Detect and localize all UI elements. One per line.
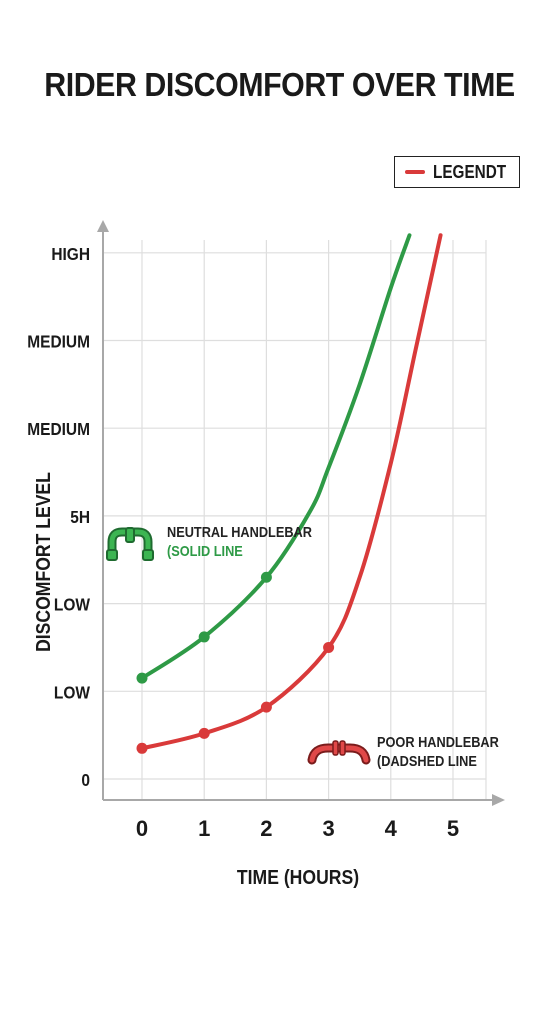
poor-annotation: POOR HANDLEBAR (DADSHED LINE: [377, 734, 499, 772]
x-tick-label: 5: [447, 816, 459, 841]
y-tick-label: LOW: [54, 595, 90, 615]
poor-data-point: [260, 701, 272, 713]
x-tick-label: 2: [260, 816, 272, 841]
x-tick-label: 1: [198, 816, 210, 841]
neutral-data-point: [198, 631, 210, 643]
legend-label: LEGENDT: [432, 161, 507, 182]
poor-data-point: [198, 727, 210, 739]
neutral-series-line: [140, 233, 412, 681]
y-tick-label: LOW: [54, 682, 90, 702]
y-tick-label: 0: [81, 770, 90, 790]
legend: LEGENDT: [394, 156, 520, 188]
neutral-handlebar-icon: [106, 527, 154, 561]
y-axis-label: DISCOMFORT LEVEL: [32, 472, 54, 652]
neutral-annotation: NEUTRAL HANDLEBAR (SOLID LINE: [167, 524, 312, 562]
poor-annotation-line1: POOR HANDLEBAR: [377, 734, 499, 751]
y-axis-arrow: [97, 220, 109, 232]
chart-title: RIDER DISCOMFORT OVER TIME: [44, 66, 515, 103]
x-tick-label: 0: [136, 816, 148, 841]
x-tick-label: 3: [322, 816, 334, 841]
neutral-data-point: [136, 672, 148, 684]
y-tick-label: MEDIUM: [27, 331, 90, 351]
neutral-annotation-line1: NEUTRAL HANDLEBAR: [167, 524, 312, 541]
x-tick-label: 4: [385, 816, 398, 841]
y-tick-label: MEDIUM: [27, 419, 90, 439]
x-axis-arrow: [492, 794, 505, 806]
poor-series-line: [140, 233, 443, 751]
poor-handlebar-icon: [307, 740, 371, 765]
x-axis-label: TIME (HOURS): [237, 866, 359, 888]
poor-annotation-line2: (DADSHED LINE: [377, 752, 477, 770]
y-tick-label: HIGH: [51, 244, 90, 264]
poor-data-point: [136, 742, 148, 754]
neutral-annotation-line2: (SOLID LINE: [167, 542, 243, 560]
neutral-data-point: [260, 571, 272, 583]
poor-data-point: [323, 641, 335, 653]
legend-swatch: [405, 170, 425, 174]
y-tick-label: 5H: [70, 507, 90, 527]
